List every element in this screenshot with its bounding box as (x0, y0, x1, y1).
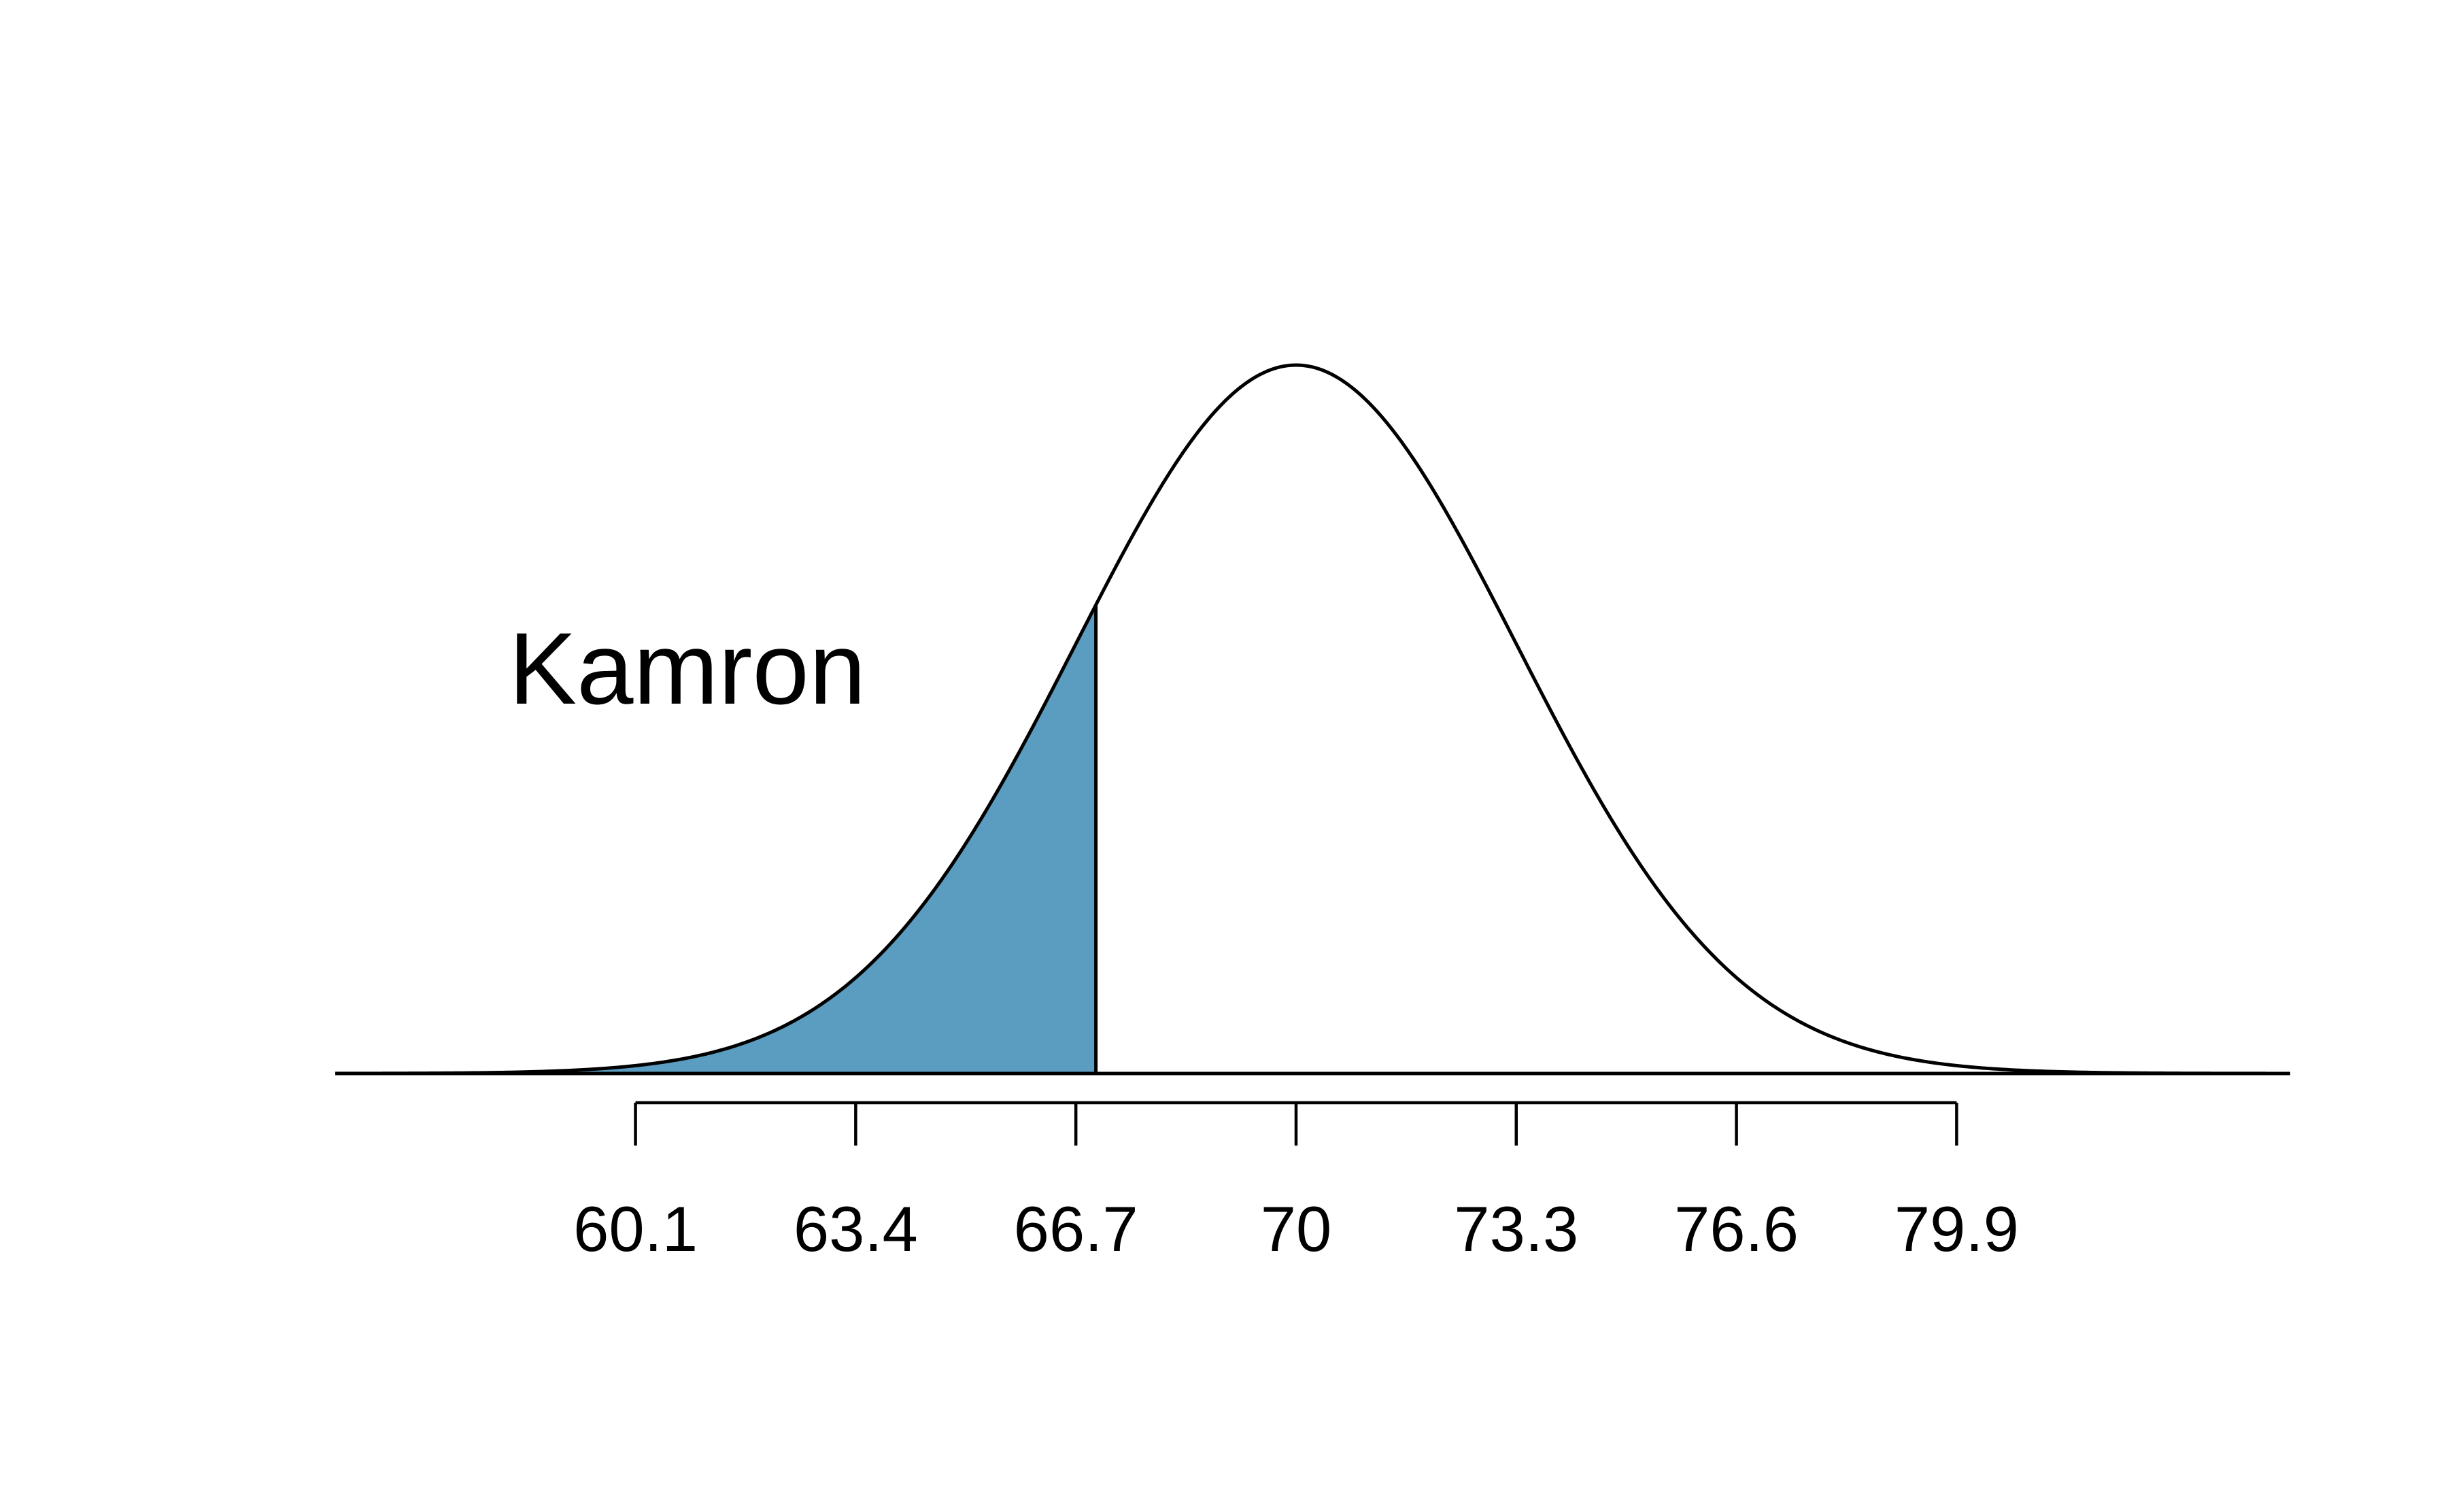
x-tick-label: 79.9 (1894, 1193, 2019, 1265)
x-axis-ticks (634, 1103, 1958, 1146)
annotation-label: Kamron (509, 611, 866, 725)
density-curve (335, 363, 2290, 1076)
shaded-tail-area (335, 604, 1096, 1073)
x-tick-label: 70 (1261, 1193, 1332, 1265)
x-tick-label: 60.1 (573, 1193, 698, 1265)
x-tick-label: 63.4 (794, 1193, 918, 1265)
x-tick-label: 76.6 (1674, 1193, 1799, 1265)
x-axis-tick-labels: 60.1 63.4 66.7 70 73.3 76.6 79.9 (573, 1193, 2019, 1265)
x-tick-label: 66.7 (1014, 1193, 1138, 1265)
x-tick-label: 73.3 (1454, 1193, 1578, 1265)
